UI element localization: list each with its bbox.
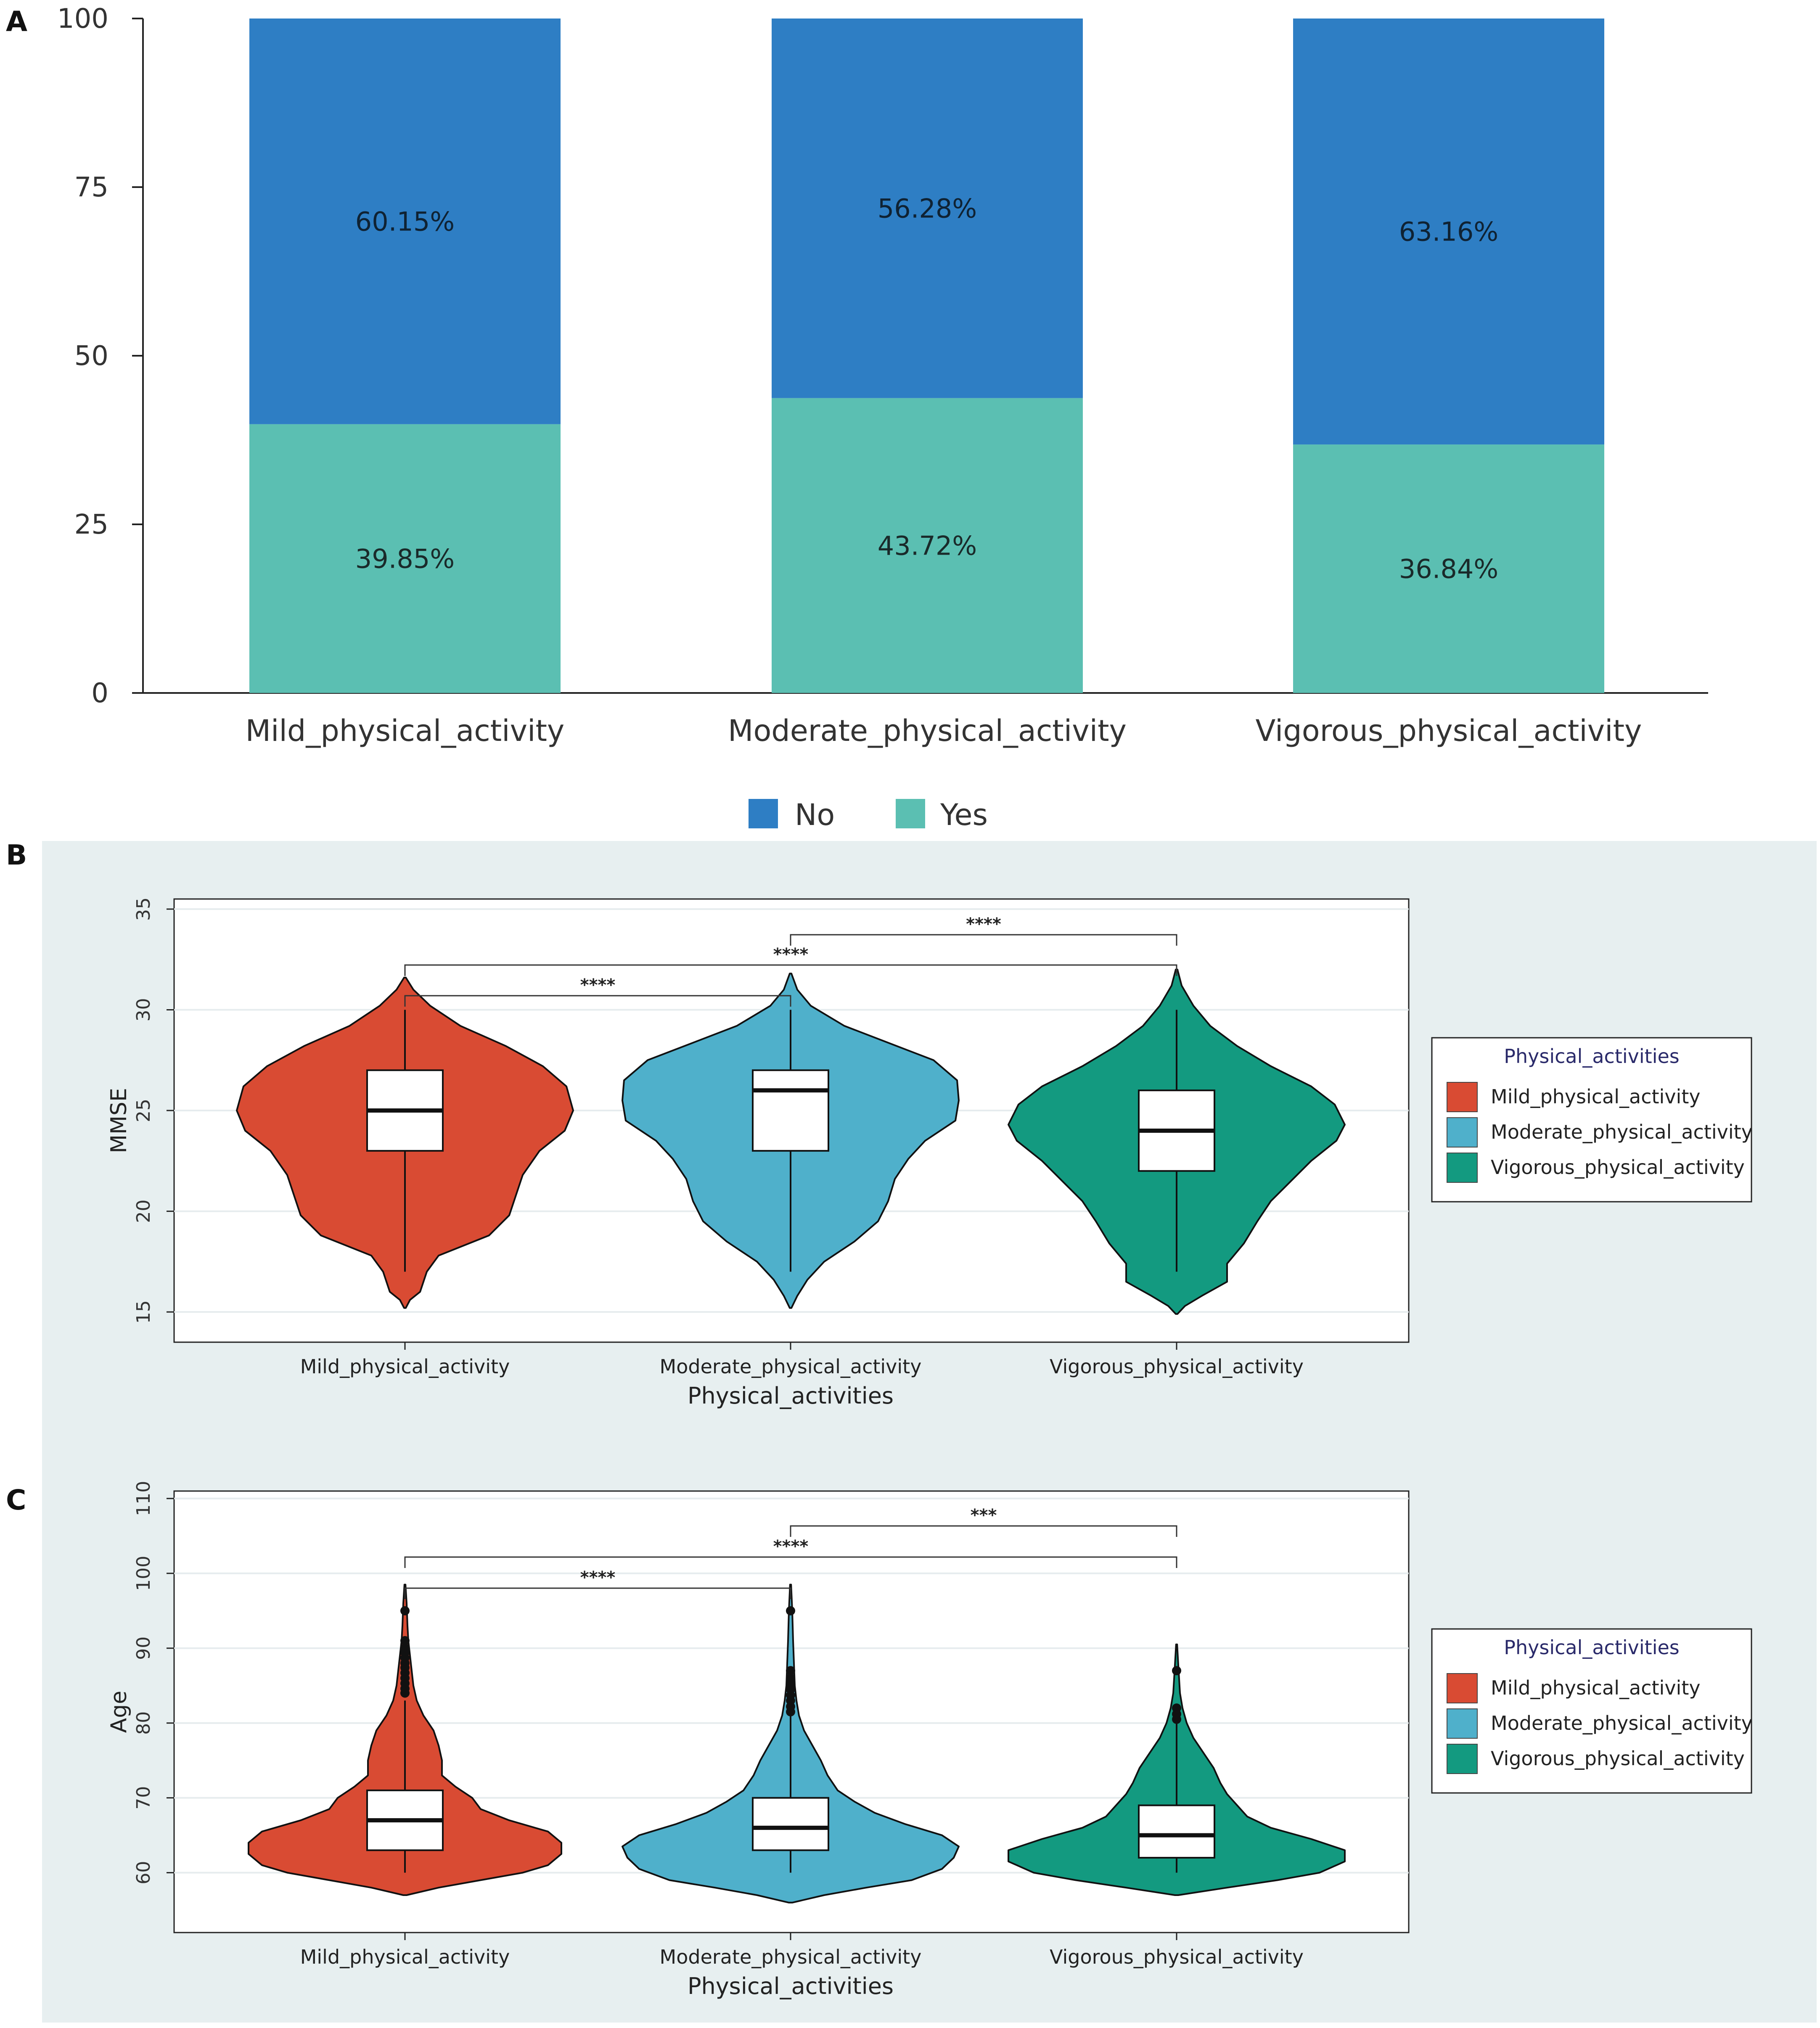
data-label-no: 56.28% bbox=[878, 193, 977, 224]
y-axis-title: MMSE bbox=[106, 1088, 132, 1153]
panel-label-b: B bbox=[6, 839, 27, 871]
x-tick-label: Mild_physical_activity bbox=[300, 1355, 510, 1378]
panel-b: 15 20 25 30 35 MMSE Mild_physical_activity Mode… bbox=[106, 897, 1753, 1409]
y-tick-label: 50 bbox=[74, 341, 108, 372]
outlier-point bbox=[1172, 1703, 1181, 1713]
significance-label: **** bbox=[773, 1537, 809, 1556]
legend-swatch-yes bbox=[896, 799, 925, 828]
significance-bracket bbox=[790, 1525, 1177, 1537]
panel-c: 60 70 80 90 100 110 Age Mild_physical_activity M… bbox=[106, 1481, 1753, 1999]
x-axis-title: Physical_activities bbox=[688, 1973, 894, 1999]
x-tick-label: Moderate_physical_activity bbox=[660, 1355, 922, 1378]
iqr-box bbox=[752, 1069, 829, 1152]
iqr-box bbox=[1138, 1804, 1215, 1859]
y-axis-title: Age bbox=[106, 1691, 132, 1733]
y-tick-label: 90 bbox=[133, 1637, 154, 1660]
x-tick-label: Vigorous_physical_activity bbox=[1050, 1355, 1304, 1378]
legend-label-mild: Mild_physical_activity bbox=[1491, 1676, 1701, 1699]
legend-box bbox=[1431, 1037, 1752, 1203]
panel-label-a: A bbox=[6, 5, 27, 38]
data-label-no: 60.15% bbox=[355, 206, 455, 237]
legend-swatch-vigorous bbox=[1447, 1744, 1478, 1774]
legend-title: Physical_activities bbox=[1504, 1045, 1680, 1068]
bar-yes bbox=[249, 424, 561, 693]
y-tick-label: 100 bbox=[57, 3, 108, 34]
significance-label: **** bbox=[773, 945, 809, 964]
panel-label-c: C bbox=[6, 1484, 26, 1516]
x-axis-title: Physical_activities bbox=[688, 1383, 894, 1409]
outlier-point bbox=[786, 1606, 795, 1616]
significance-label: **** bbox=[580, 1568, 616, 1587]
legend-label-vigorous: Vigorous_physical_activity bbox=[1491, 1747, 1745, 1770]
significance-bracket bbox=[404, 1587, 791, 1599]
legend-label-vigorous: Vigorous_physical_activity bbox=[1491, 1156, 1745, 1179]
y-tick-label: 110 bbox=[133, 1481, 154, 1516]
legend-title: Physical_activities bbox=[1504, 1636, 1680, 1659]
y-tick-label: 35 bbox=[133, 897, 154, 921]
y-tick-label: 0 bbox=[91, 678, 108, 709]
x-tick-label: Vigorous_physical_activity bbox=[1256, 714, 1642, 748]
outlier-point bbox=[786, 1673, 795, 1683]
significance-label: **** bbox=[966, 915, 1001, 934]
y-tick-label: 70 bbox=[133, 1786, 154, 1810]
legend-swatch-mild bbox=[1447, 1673, 1478, 1703]
legend-swatch-mild bbox=[1447, 1082, 1478, 1112]
bar-yes bbox=[1293, 444, 1604, 693]
x-tick-label: Moderate_physical_activity bbox=[728, 714, 1127, 748]
data-label-yes: 36.84% bbox=[1399, 554, 1498, 584]
data-label-no: 63.16% bbox=[1399, 217, 1498, 247]
y-tick-label: 75 bbox=[74, 172, 108, 203]
outlier-point bbox=[786, 1666, 795, 1676]
panel-a: A 0 25 50 75 100 39.85% 60.15% Mild_physical_ac… bbox=[6, 3, 1708, 832]
y-tick-label: 80 bbox=[133, 1711, 154, 1735]
y-tick-label: 25 bbox=[74, 509, 108, 540]
x-tick-label: Mild_physical_activity bbox=[246, 714, 565, 748]
y-tick-label: 30 bbox=[133, 998, 154, 1022]
legend-swatch-no bbox=[749, 799, 778, 828]
bar-yes bbox=[772, 398, 1083, 693]
y-tick-label: 15 bbox=[133, 1300, 154, 1324]
x-tick-label: Moderate_physical_activity bbox=[660, 1946, 922, 1968]
legend-swatch-moderate bbox=[1447, 1708, 1478, 1739]
y-tick-label: 60 bbox=[133, 1861, 154, 1885]
data-label-yes: 39.85% bbox=[355, 543, 455, 574]
iqr-box bbox=[752, 1797, 829, 1851]
outlier-point bbox=[400, 1606, 410, 1616]
legend-label-yes: Yes bbox=[940, 798, 988, 832]
data-label-yes: 43.72% bbox=[878, 530, 977, 561]
x-tick-label: Mild_physical_activity bbox=[300, 1946, 510, 1968]
bar-no bbox=[249, 19, 561, 424]
x-tick-label: Vigorous_physical_activity bbox=[1050, 1946, 1304, 1968]
outlier-point bbox=[400, 1643, 410, 1653]
significance-bracket bbox=[404, 964, 1177, 976]
outlier-point bbox=[1172, 1666, 1181, 1676]
legend-label-moderate: Moderate_physical_activity bbox=[1491, 1712, 1753, 1735]
significance-bracket bbox=[404, 1556, 1177, 1568]
legend-label-mild: Mild_physical_activity bbox=[1491, 1085, 1701, 1108]
y-tick-label: 20 bbox=[133, 1200, 154, 1223]
legend-label-moderate: Moderate_physical_activity bbox=[1491, 1121, 1753, 1143]
legend-box bbox=[1431, 1628, 1752, 1794]
legend-swatch-moderate bbox=[1447, 1117, 1478, 1148]
legend-swatch-vigorous bbox=[1447, 1153, 1478, 1183]
significance-bracket bbox=[790, 934, 1177, 946]
significance-bracket bbox=[404, 995, 791, 1007]
bar-no bbox=[1293, 19, 1604, 445]
significance-label: *** bbox=[971, 1506, 997, 1525]
y-tick-label: 25 bbox=[133, 1099, 154, 1122]
significance-label: **** bbox=[580, 976, 616, 995]
y-tick-label: 100 bbox=[133, 1556, 154, 1591]
bar-no bbox=[772, 19, 1083, 398]
outlier-point bbox=[400, 1636, 410, 1645]
legend-label-no: No bbox=[795, 798, 835, 832]
